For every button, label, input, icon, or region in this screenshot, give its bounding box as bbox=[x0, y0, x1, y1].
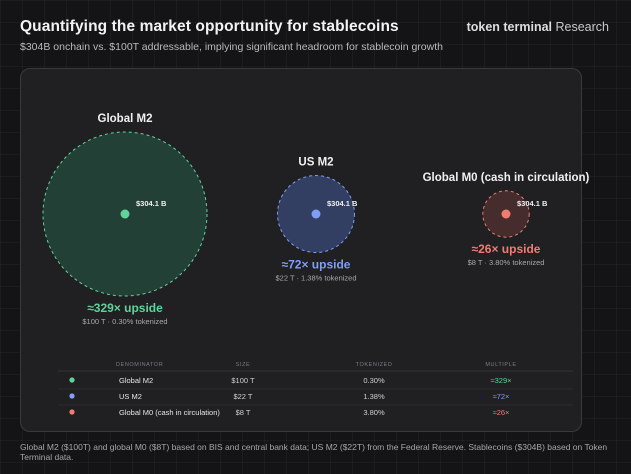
table-header-tokenized: TOKENIZED bbox=[356, 362, 393, 368]
table-row-global-m0-dot bbox=[69, 409, 75, 415]
table-row-us-m2-tokenized: 1.38% bbox=[363, 392, 385, 401]
table-row-global-m2-multiple: ≈329× bbox=[490, 376, 511, 385]
table-row-global-m0-size: $8 T bbox=[236, 408, 251, 417]
page-subtitle: $304B onchain vs. $100T addressable, imp… bbox=[20, 41, 443, 53]
table-row-global-m0-name: Global M0 (cash in circulation) bbox=[119, 408, 220, 417]
global-m0-stablecoin-label: $304.1 B bbox=[517, 199, 548, 208]
table-row-us-m2-multiple: ≈72× bbox=[493, 392, 510, 401]
global-m0-detail-label: $8 T · 3.80% tokenized bbox=[468, 258, 545, 267]
global-m0-title: Global M0 (cash in circulation) bbox=[423, 172, 590, 184]
global-m2-title: Global M2 bbox=[98, 113, 153, 125]
table-row-us-m2-name: US M2 bbox=[119, 392, 142, 401]
global-m0-upside-label: ≈26× upside bbox=[472, 242, 541, 256]
us-m2-stablecoin-dot bbox=[311, 209, 321, 219]
us-m2-upside-label: ≈72× upside bbox=[282, 257, 351, 271]
us-m2-title: US M2 bbox=[298, 157, 333, 169]
global-m2-stablecoin-label: $304.1 B bbox=[136, 199, 167, 208]
table-row-global-m2-tokenized: 0.30% bbox=[363, 376, 385, 385]
global-m0-stablecoin-dot bbox=[501, 209, 511, 219]
global-m2-upside-label: ≈329× upside bbox=[87, 301, 163, 315]
table-row-global-m0-multiple: ≈26× bbox=[493, 408, 510, 417]
brand-logo: token terminal Research bbox=[467, 20, 609, 34]
brand-suffix: Research bbox=[555, 20, 610, 34]
global-m2-detail-label: $100 T · 0.30% tokenized bbox=[82, 317, 167, 326]
table-row-us-m2-dot bbox=[69, 393, 75, 399]
table-row-global-m2-size: $100 T bbox=[231, 376, 255, 385]
footnote: Global M2 ($100T) and global M0 ($8T) ba… bbox=[20, 442, 608, 462]
us-m2-stablecoin-label: $304.1 B bbox=[327, 199, 358, 208]
table-row-global-m2-dot bbox=[69, 377, 75, 383]
table-row-global-m2-name: Global M2 bbox=[119, 376, 153, 385]
brand-name: token terminal bbox=[466, 20, 553, 34]
global-m2-stablecoin-dot bbox=[120, 209, 130, 219]
table-row-us-m2-size: $22 T bbox=[233, 392, 252, 401]
table-header-multiple: MULTIPLE bbox=[485, 362, 516, 368]
table-header-size: SIZE bbox=[236, 362, 251, 368]
us-m2-detail-label: $22 T · 1.38% tokenized bbox=[275, 273, 356, 282]
table-row-global-m0-tokenized: 3.80% bbox=[363, 408, 385, 417]
page-title: Quantifying the market opportunity for s… bbox=[20, 18, 399, 35]
table-header-denominator: DENOMINATOR bbox=[116, 362, 163, 368]
